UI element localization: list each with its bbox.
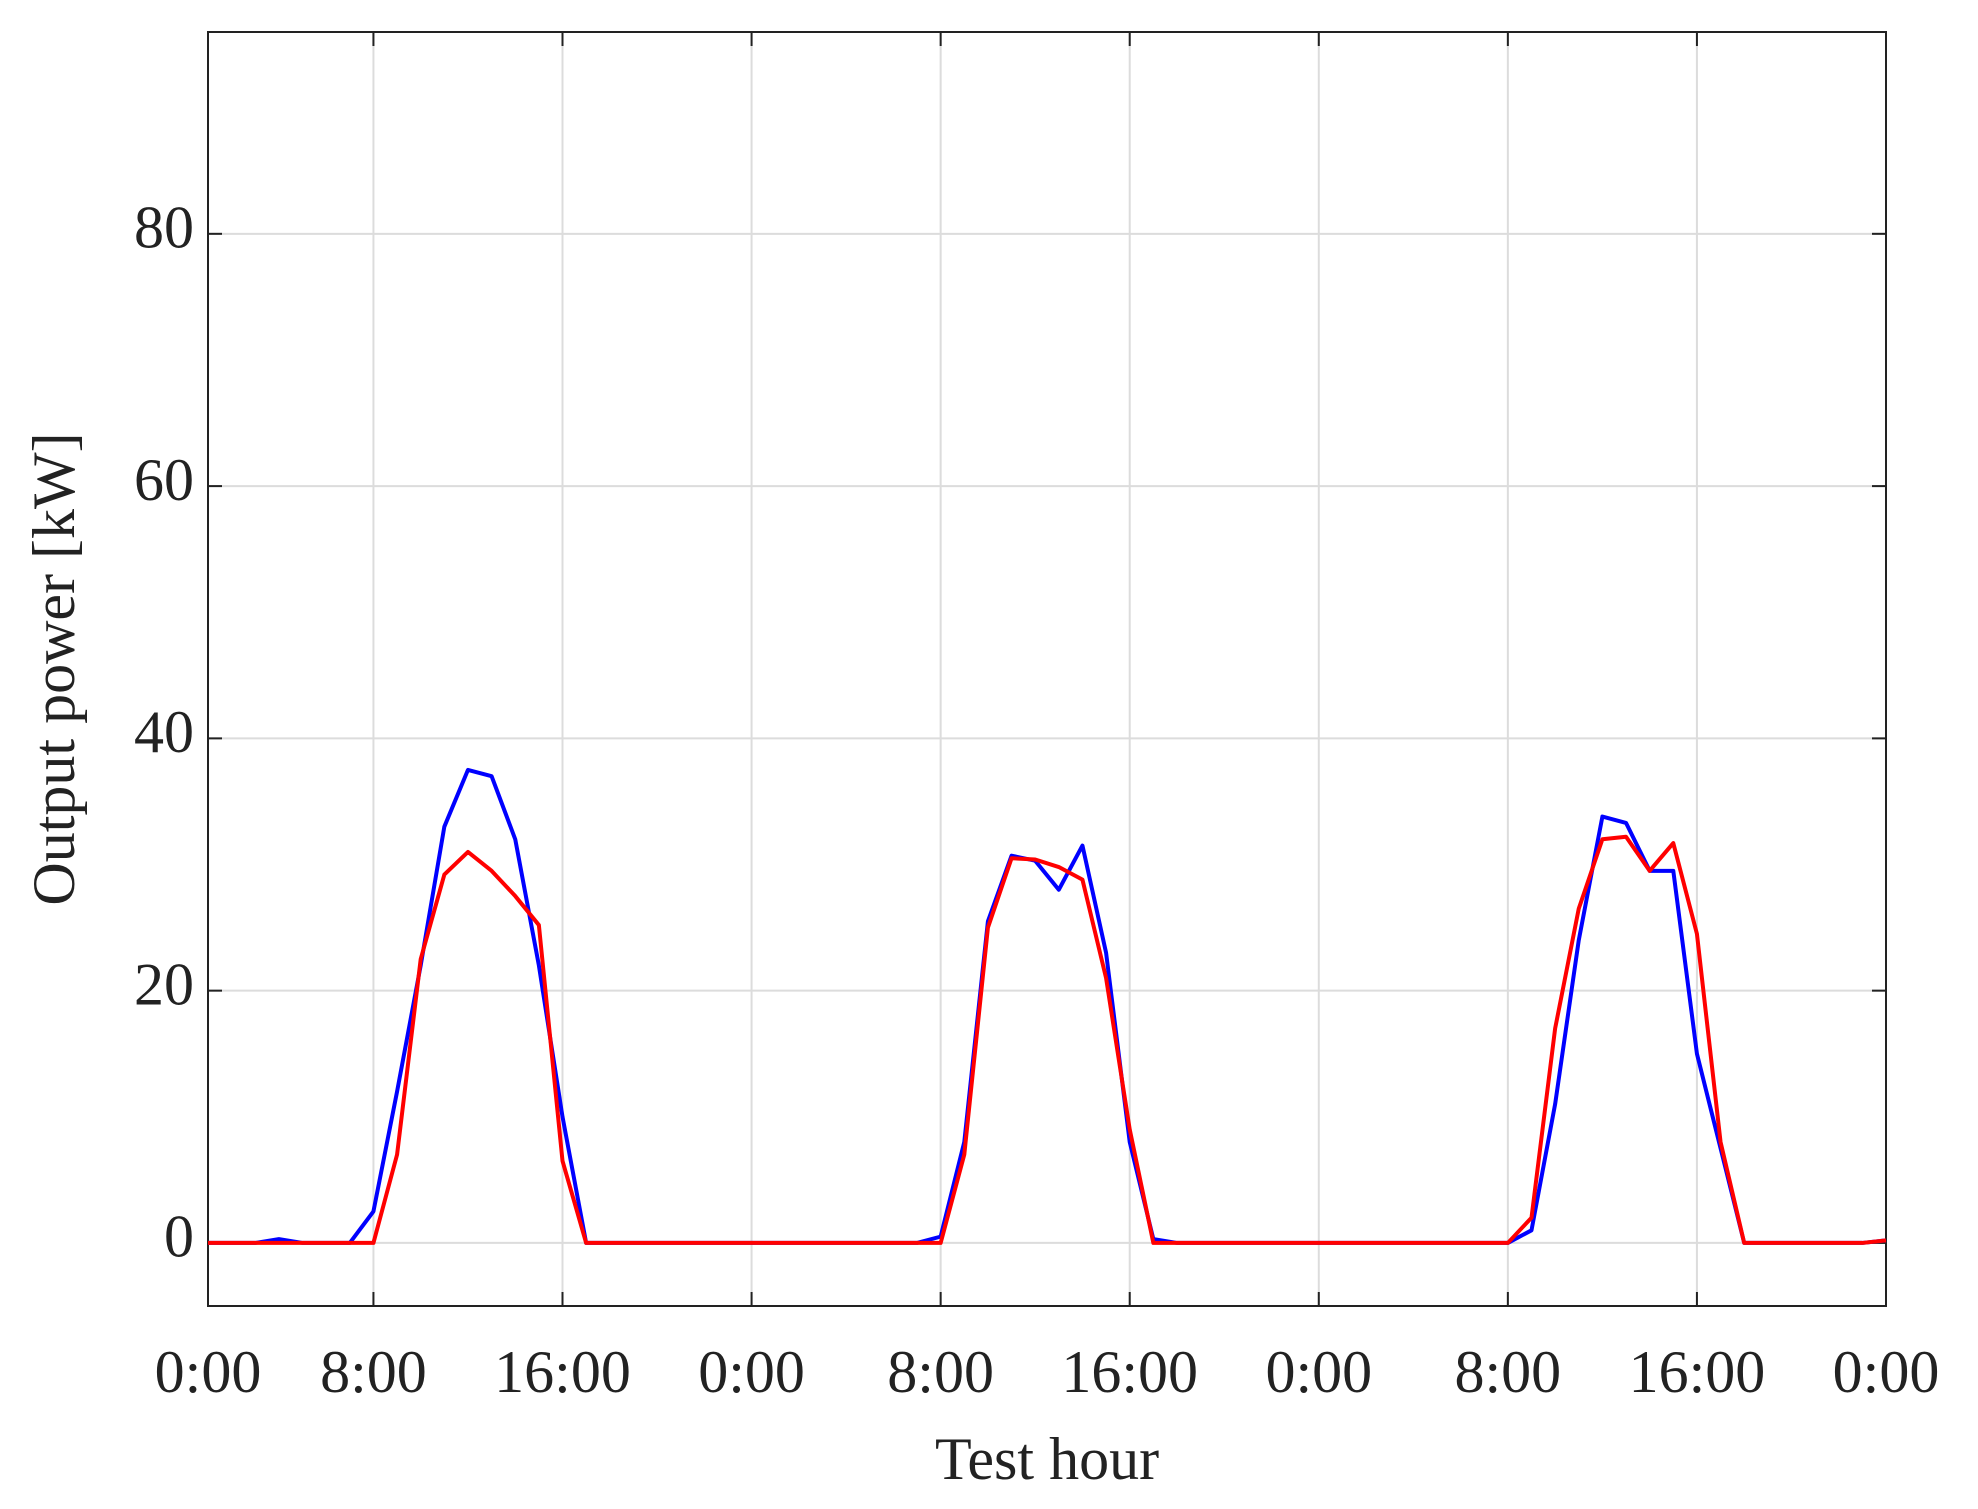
y-tick-label: 0: [164, 1204, 194, 1270]
y-tick-label: 40: [134, 699, 194, 765]
x-tick-label: 16:00: [494, 1339, 631, 1405]
x-axis-label: Test hour: [935, 1426, 1159, 1492]
y-axis-label: Output power [kW]: [21, 432, 87, 905]
plot-frame: [207, 31, 1887, 1307]
x-tick-label: 16:00: [1629, 1339, 1766, 1405]
x-tick-label: 8:00: [320, 1339, 427, 1405]
x-tick-label: 0:00: [698, 1339, 805, 1405]
y-tick-label: 80: [134, 195, 194, 261]
x-tick-label: 8:00: [887, 1339, 994, 1405]
x-tick-label: 0:00: [1265, 1339, 1372, 1405]
x-tick-label: 0:00: [1833, 1339, 1940, 1405]
x-tick-label: 8:00: [1455, 1339, 1562, 1405]
data-line: [208, 767, 1887, 1245]
x-tick-label: 0:00: [155, 1339, 262, 1405]
data-line: [208, 834, 1887, 1245]
x-tick-label: 16:00: [1061, 1339, 1198, 1405]
y-tick-label: 60: [134, 447, 194, 513]
y-tick-label: 20: [134, 951, 194, 1017]
